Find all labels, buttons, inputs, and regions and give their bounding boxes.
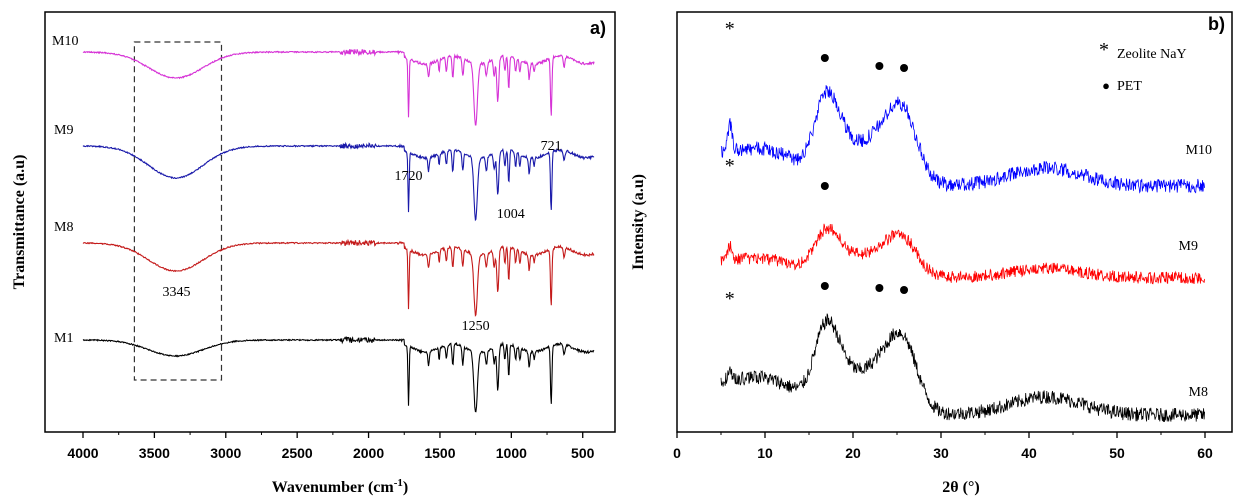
ftir-peak-annotation: 1720 bbox=[395, 169, 423, 184]
ftir-peak-annotation: 721 bbox=[541, 139, 562, 154]
ftir-peak-annotations: 1720 721 1004 3345 1250 bbox=[163, 139, 562, 334]
xrd-panel-label: b) bbox=[1208, 14, 1225, 34]
legend-zeolite-label: Zeolite NaY bbox=[1117, 47, 1187, 62]
zeolite-peak-marker: * bbox=[725, 288, 735, 310]
ftir-peak-annotation: 1250 bbox=[462, 319, 490, 334]
xrd-legend: * Zeolite NaY ● PET bbox=[1099, 39, 1187, 94]
xrd-curve-m10 bbox=[720, 85, 1205, 194]
ftir-curves bbox=[82, 49, 595, 413]
ftir-highlight-box bbox=[133, 41, 223, 381]
pet-peak-marker bbox=[875, 62, 884, 70]
ftir-highlight-rect bbox=[133, 41, 223, 381]
ftir-x-tick-label: 1500 bbox=[424, 445, 455, 461]
ftir-x-tick-label: 500 bbox=[571, 445, 595, 461]
ftir-curve-m8 bbox=[82, 238, 595, 317]
ftir-curve-m10 bbox=[82, 49, 595, 126]
ftir-x-tick-label: 2000 bbox=[353, 445, 384, 461]
xrd-curves bbox=[720, 85, 1205, 422]
ftir-panel: a) 4000 3500 3000 2500 2000 1500 1000 500 M10 M9… bbox=[11, 11, 616, 496]
xrd-panel: b) 0 10 20 30 40 50 60 M10 M9 M8 * * * * Zeolite N… bbox=[630, 11, 1233, 496]
pet-peak-marker bbox=[875, 284, 884, 292]
zeolite-peak-marker: * bbox=[725, 155, 735, 177]
ftir-peak-annotation: 3345 bbox=[163, 285, 191, 300]
legend-pet-label: PET bbox=[1117, 79, 1142, 94]
xrd-x-tick-label: 40 bbox=[1021, 445, 1037, 461]
ftir-peak-annotation: 1004 bbox=[497, 207, 525, 222]
pet-peak-marker bbox=[820, 282, 829, 290]
xrd-curve-m9 bbox=[720, 223, 1205, 285]
xrd-y-axis-label: Intensity (a.u) bbox=[630, 174, 647, 270]
xrd-peak-markers: * * * bbox=[725, 18, 909, 310]
xrd-x-tick-label: 50 bbox=[1109, 445, 1125, 461]
xrd-x-tick-label: 60 bbox=[1197, 445, 1213, 461]
xrd-plot-frame bbox=[676, 11, 1233, 433]
ftir-x-axis-label: Wavenumber (cm-1) bbox=[272, 477, 408, 496]
ftir-x-tick-label: 4000 bbox=[67, 445, 98, 461]
pet-peak-marker bbox=[900, 64, 909, 72]
xrd-curve-labels: M10 M9 M8 bbox=[1179, 143, 1212, 400]
pet-peak-marker bbox=[820, 54, 829, 62]
ftir-curve-m1 bbox=[82, 335, 595, 413]
ftir-panel-label: a) bbox=[590, 18, 606, 38]
ftir-curve-labels: M10 M9 M8 M1 bbox=[52, 34, 78, 346]
ftir-curve-label: M8 bbox=[54, 220, 73, 235]
ftir-curve-label: M1 bbox=[54, 331, 73, 346]
ftir-curve-label: M9 bbox=[54, 123, 73, 138]
xrd-x-tick-label: 20 bbox=[845, 445, 861, 461]
xrd-curve-label: M10 bbox=[1186, 143, 1212, 158]
xrd-x-tick-label: 0 bbox=[673, 445, 681, 461]
xrd-curve-label: M8 bbox=[1189, 385, 1208, 400]
ftir-x-tick-label: 2500 bbox=[282, 445, 313, 461]
legend-zeolite-marker: * bbox=[1099, 39, 1109, 61]
xrd-x-ticks: 0 10 20 30 40 50 60 bbox=[673, 432, 1213, 461]
ftir-x-tick-label: 1000 bbox=[496, 445, 527, 461]
xrd-x-tick-label: 10 bbox=[757, 445, 773, 461]
ftir-x-tick-label: 3000 bbox=[210, 445, 241, 461]
ftir-x-ticks: 4000 3500 3000 2500 2000 1500 1000 500 bbox=[67, 432, 595, 461]
xrd-x-axis-label: 2θ (°) bbox=[942, 479, 979, 496]
pet-peak-marker bbox=[820, 182, 829, 190]
ftir-plot-frame bbox=[44, 11, 616, 433]
xrd-curve-label: M9 bbox=[1179, 239, 1198, 254]
xrd-curve-m8 bbox=[720, 313, 1205, 422]
ftir-x-tick-label: 3500 bbox=[139, 445, 170, 461]
ftir-y-axis-label: Transmittance (a.u) bbox=[11, 155, 28, 290]
ftir-curve-label: M10 bbox=[52, 34, 78, 49]
legend-pet-marker: ● bbox=[1102, 78, 1110, 93]
xrd-x-tick-label: 30 bbox=[933, 445, 949, 461]
ftir-curve-m9 bbox=[82, 141, 595, 222]
zeolite-peak-marker: * bbox=[725, 18, 735, 40]
pet-peak-marker bbox=[900, 286, 909, 294]
